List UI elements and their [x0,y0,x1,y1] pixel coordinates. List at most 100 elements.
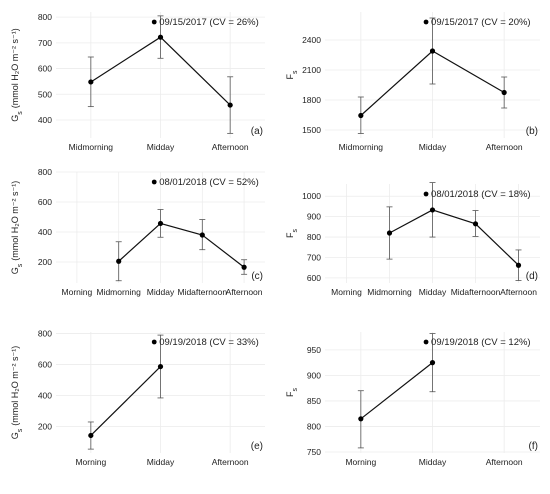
y-tick-label: 950 [307,345,321,355]
y-axis-label-main: F [285,74,295,80]
y-axis-label-unit: (mmol H₂O m⁻² s⁻¹) [10,181,20,261]
series-line [389,209,519,266]
x-tick-label: Midday [147,142,175,152]
y-axis-label: Fs [285,229,299,239]
data-point [199,232,205,238]
panel-a: 400 500 600 700 800 Midmorning Midday Afternoon… [10,12,265,152]
y-tick-label: 850 [307,396,321,406]
x-tick-label: Midmorning [339,142,384,152]
y-axis-label-main: F [285,232,295,238]
legend-marker [423,191,429,197]
data-point [157,34,164,40]
y-axis-label-main: F [285,391,295,397]
legend-marker [423,339,429,345]
y-tick-label: 2400 [302,35,321,45]
x-tick-label: Midday [419,457,447,467]
legend-marker [151,179,157,185]
y-tick-label: 400 [38,115,52,125]
x-tick-label: Morning [62,287,93,297]
y-tick-label: 900 [307,212,321,222]
legend-label: 09/19/2018 (CV = 12%) [431,337,531,348]
x-tick-label: Afternoon [226,287,263,297]
y-tick-label: 800 [307,232,321,242]
y-tick-label: 500 [38,89,52,99]
y-tick-label: 800 [38,12,52,22]
y-tick-label: 1800 [302,95,321,105]
y-tick-label: 600 [38,197,52,207]
legend-label: 09/15/2017 (CV = 20%) [431,17,531,28]
data-point [88,79,94,85]
data-point [429,48,436,54]
x-tick-label: Afternoon [212,457,249,467]
x-tick-label: Morning [345,457,376,467]
data-point [501,89,507,96]
legend-marker [151,19,157,25]
data-point [386,230,393,236]
y-axis-label-sub: s [292,70,299,74]
data-point [515,262,522,268]
y-tick-label: 1000 [302,191,321,201]
x-tick-label: Midday [419,142,447,152]
panel-b: 1500 1800 2100 2400 Midmorning Midday Afternoo… [285,12,540,152]
y-axis-label-unit: (mmol H₂O m⁻² s⁻¹) [10,346,20,426]
legend-label: 08/01/2018 (CV = 52%) [159,177,259,188]
legend-marker [151,339,157,345]
y-tick-label: 700 [307,252,321,262]
y-tick-label: 800 [307,421,321,431]
x-tick-label: Midday [147,457,175,467]
series-line [118,222,245,268]
legend-marker [423,19,429,25]
y-axis-label-sub: s [292,229,299,233]
x-tick-label: Morning [331,287,362,297]
y-axis-label-sub: s [17,428,24,432]
y-axis-label-unit: (mmol H₂O m⁻² s⁻¹) [10,28,20,108]
y-tick-label: 400 [38,391,52,401]
y-axis-label: Gs (mmol H₂O m⁻² s⁻¹) [10,181,24,275]
series-line [360,362,433,420]
x-tick-label: Midmorning [69,142,114,152]
series-line [90,366,161,436]
x-tick-label: Afternoon [212,142,249,152]
x-tick-label: Midmorning [367,287,412,297]
y-axis-label-sub: s [292,388,299,392]
x-tick-label: Midafternoon [177,287,227,297]
y-axis-label-sub: s [17,111,24,115]
x-tick-label: Midday [419,287,447,297]
panel-label: (c) [251,271,263,282]
panel-label: (e) [251,441,263,452]
y-tick-label: 750 [307,447,321,457]
data-point [472,221,479,227]
panel-label: (d) [526,271,538,282]
y-axis-label: Fs [285,70,299,80]
y-axis-label: Gs (mmol H₂O m⁻² s⁻¹) [10,28,24,122]
y-tick-label: 600 [38,360,52,370]
y-axis-label-main: G [10,432,20,439]
y-axis-label-main: G [10,115,20,122]
y-axis-label: Fs [285,388,299,398]
y-tick-label: 800 [38,167,52,177]
data-point [88,432,94,439]
data-point [116,258,122,264]
y-tick-label: 700 [38,38,52,48]
panel-label: (a) [251,126,263,137]
x-tick-label: Midmorning [96,287,141,297]
y-tick-label: 200 [38,257,52,267]
y-axis-label-main: G [10,267,20,274]
y-axis-label-sub: s [17,263,24,267]
x-tick-label: Midafternoon [451,287,501,297]
legend-label: 09/19/2018 (CV = 33%) [159,337,259,348]
legend-label: 09/15/2017 (CV = 26%) [159,17,259,28]
data-point [227,102,233,108]
y-tick-label: 2100 [302,65,321,75]
y-tick-label: 800 [38,329,52,339]
y-tick-label: 600 [38,64,52,74]
data-point [157,363,164,370]
y-tick-label: 900 [307,370,321,380]
data-point [157,220,164,227]
data-point [241,264,247,270]
x-tick-label: Morning [75,457,106,467]
data-point [358,416,364,422]
x-tick-label: Midday [147,287,175,297]
panel-label: (b) [526,126,538,137]
